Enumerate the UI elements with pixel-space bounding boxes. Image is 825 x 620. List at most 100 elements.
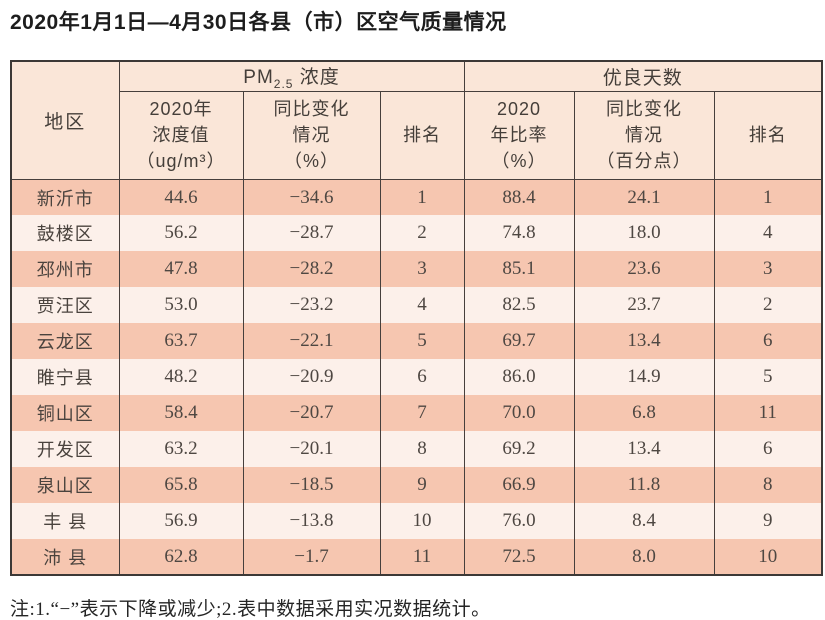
pm-change-cell: −28.7 — [242, 215, 381, 252]
gd-change-cell: 23.6 — [573, 251, 715, 288]
region-cell: 睢宁县 — [10, 359, 120, 396]
pm-rank-cell: 8 — [379, 431, 465, 468]
gd-change-cell: 6.8 — [573, 395, 715, 432]
pm-change-cell: −1.7 — [242, 539, 381, 576]
gd-rank-cell: 6 — [713, 323, 823, 360]
pm25-label-prefix: PM — [243, 67, 274, 88]
table-row: 睢宁县 48.2 −20.9 6 86.0 14.9 5 — [10, 359, 823, 396]
pm-rank-cell: 3 — [379, 251, 465, 288]
region-cell: 邳州市 — [10, 251, 120, 288]
col-header-gd-rank: 排名 — [713, 90, 823, 180]
pm-value-cell: 62.8 — [118, 539, 244, 576]
gd-ratio-cell: 74.8 — [463, 215, 575, 252]
pm-rank-cell: 2 — [379, 215, 465, 252]
col-group-good-days: 优良天数 — [463, 60, 823, 92]
gd-ratio-cell: 86.0 — [463, 359, 575, 396]
table-row: 邳州市 47.8 −28.2 3 85.1 23.6 3 — [10, 251, 823, 288]
pm-change-cell: −34.6 — [242, 179, 381, 216]
pm-value-cell: 53.0 — [118, 287, 244, 324]
col-header-pm-change: 同比变化 情况 （%） — [242, 90, 381, 180]
col-header-gd-change: 同比变化 情况 （百分点） — [573, 90, 715, 180]
table-row: 新沂市 44.6 −34.6 1 88.4 24.1 1 — [10, 179, 823, 216]
gd-rank-cell: 10 — [713, 539, 823, 576]
gd-ratio-cell: 88.4 — [463, 179, 575, 216]
gd-ratio-cell: 66.9 — [463, 467, 575, 504]
gd-rank-cell: 1 — [713, 179, 823, 216]
pm-change-cell: −13.8 — [242, 503, 381, 540]
pm-value-cell: 58.4 — [118, 395, 244, 432]
region-cell: 丰 县 — [10, 503, 120, 540]
gd-change-cell: 18.0 — [573, 215, 715, 252]
gd-change-cell: 13.4 — [573, 431, 715, 468]
table-row: 开发区 63.2 −20.1 8 69.2 13.4 6 — [10, 431, 823, 468]
gd-ratio-cell: 76.0 — [463, 503, 575, 540]
gd-change-cell: 8.0 — [573, 539, 715, 576]
table-header: 地区 PM2.5 浓度 优良天数 2020年 浓度值 （ug/m³） 同比变化 … — [10, 60, 823, 180]
header-group-row: 地区 PM2.5 浓度 优良天数 — [10, 60, 823, 180]
pm-value-cell: 65.8 — [118, 467, 244, 504]
pm-value-cell: 48.2 — [118, 359, 244, 396]
col-header-pm-rank: 排名 — [379, 90, 465, 180]
gd-rank-cell: 2 — [713, 287, 823, 324]
region-cell: 铜山区 — [10, 395, 120, 432]
pm-change-cell: −28.2 — [242, 251, 381, 288]
pm-rank-cell: 6 — [379, 359, 465, 396]
table-row: 鼓楼区 56.2 −28.7 2 74.8 18.0 4 — [10, 215, 823, 252]
gd-change-cell: 24.1 — [573, 179, 715, 216]
table-row: 泉山区 65.8 −18.5 9 66.9 11.8 8 — [10, 467, 823, 504]
gd-rank-cell: 11 — [713, 395, 823, 432]
pm-rank-cell: 7 — [379, 395, 465, 432]
pm-rank-cell: 5 — [379, 323, 465, 360]
pm-change-cell: −20.1 — [242, 431, 381, 468]
region-cell: 新沂市 — [10, 179, 120, 216]
table-row: 贾汪区 53.0 −23.2 4 82.5 23.7 2 — [10, 287, 823, 324]
gd-rank-cell: 4 — [713, 215, 823, 252]
gd-ratio-cell: 82.5 — [463, 287, 575, 324]
table-row: 云龙区 63.7 −22.1 5 69.7 13.4 6 — [10, 323, 823, 360]
pm-rank-cell: 9 — [379, 467, 465, 504]
region-cell: 开发区 — [10, 431, 120, 468]
table-body: 新沂市 44.6 −34.6 1 88.4 24.1 1 鼓楼区 56.2 −2… — [10, 179, 823, 576]
header-sub-row: 2020年 浓度值 （ug/m³） 同比变化 情况 （%） 排名 2020 年比… — [11, 90, 823, 180]
gd-rank-cell: 5 — [713, 359, 823, 396]
pm-change-cell: −20.7 — [242, 395, 381, 432]
pm25-label-subscript: 2.5 — [273, 76, 294, 91]
gd-change-cell: 23.7 — [573, 287, 715, 324]
pm-change-cell: −23.2 — [242, 287, 381, 324]
col-header-gd-ratio: 2020 年比率 （%） — [463, 90, 575, 180]
gd-rank-cell: 6 — [713, 431, 823, 468]
col-header-pm-value: 2020年 浓度值 （ug/m³） — [118, 90, 244, 180]
pm25-label-suffix: 浓度 — [293, 67, 340, 88]
gd-change-cell: 13.4 — [573, 323, 715, 360]
gd-change-cell: 8.4 — [573, 503, 715, 540]
col-header-region: 地区 — [10, 60, 120, 180]
gd-change-cell: 14.9 — [573, 359, 715, 396]
gd-ratio-cell: 69.2 — [463, 431, 575, 468]
pm-change-cell: −22.1 — [242, 323, 381, 360]
gd-ratio-cell: 85.1 — [463, 251, 575, 288]
pm-value-cell: 47.8 — [118, 251, 244, 288]
gd-ratio-cell: 72.5 — [463, 539, 575, 576]
table-row: 沛 县 62.8 −1.7 11 72.5 8.0 10 — [10, 539, 823, 576]
pm-value-cell: 63.7 — [118, 323, 244, 360]
gd-rank-cell: 8 — [713, 467, 823, 504]
gd-ratio-cell: 69.7 — [463, 323, 575, 360]
region-cell: 鼓楼区 — [10, 215, 120, 252]
col-group-pm25: PM2.5 浓度 — [118, 60, 465, 92]
region-cell: 贾汪区 — [10, 287, 120, 324]
pm-value-cell: 44.6 — [118, 179, 244, 216]
gd-ratio-cell: 70.0 — [463, 395, 575, 432]
pm-rank-cell: 11 — [379, 539, 465, 576]
pm-value-cell: 56.2 — [118, 215, 244, 252]
gd-rank-cell: 9 — [713, 503, 823, 540]
pm-rank-cell: 1 — [379, 179, 465, 216]
pm-rank-cell: 10 — [379, 503, 465, 540]
footnote: 注:1.“−”表示下降或减少;2.表中数据采用实况数据统计。 — [10, 599, 491, 620]
pm-change-cell: −20.9 — [242, 359, 381, 396]
gd-rank-cell: 3 — [713, 251, 823, 288]
pm-rank-cell: 4 — [379, 287, 465, 324]
page-title: 2020年1月1日—4月30日各县（市）区空气质量情况 — [10, 11, 507, 34]
air-quality-table: 地区 PM2.5 浓度 优良天数 2020年 浓度值 （ug/m³） 同比变化 … — [10, 60, 824, 577]
gd-change-cell: 11.8 — [573, 467, 715, 504]
